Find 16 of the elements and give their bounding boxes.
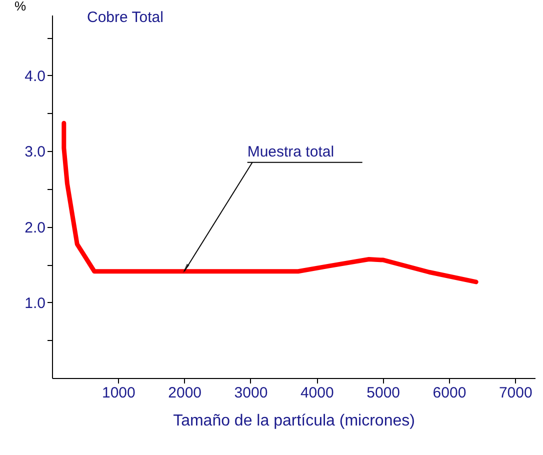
x-tick-label: 4000 [300, 384, 334, 402]
y-tick-label: 4.0 [24, 68, 46, 85]
x-axis-title: Tamaño de la partícula (micrones) [173, 412, 415, 430]
line-series [62, 120, 478, 284]
x-tick-label: 2000 [168, 384, 202, 402]
chart-title: Cobre Total [87, 9, 164, 26]
x-tick-label: 1000 [102, 384, 136, 402]
x-tick-label: 7000 [498, 384, 532, 402]
y-tick-label: 2.0 [24, 219, 46, 236]
y-axis-title: % [14, 0, 26, 14]
annotation: Muestra total [247, 143, 334, 160]
y-tick-label: 1.0 [24, 294, 46, 312]
x-tick-label: 6000 [432, 384, 466, 402]
y-tick-label: 3.0 [24, 144, 46, 161]
x-tick-label: 3000 [234, 384, 268, 402]
x-tick-label: 5000 [366, 384, 400, 402]
